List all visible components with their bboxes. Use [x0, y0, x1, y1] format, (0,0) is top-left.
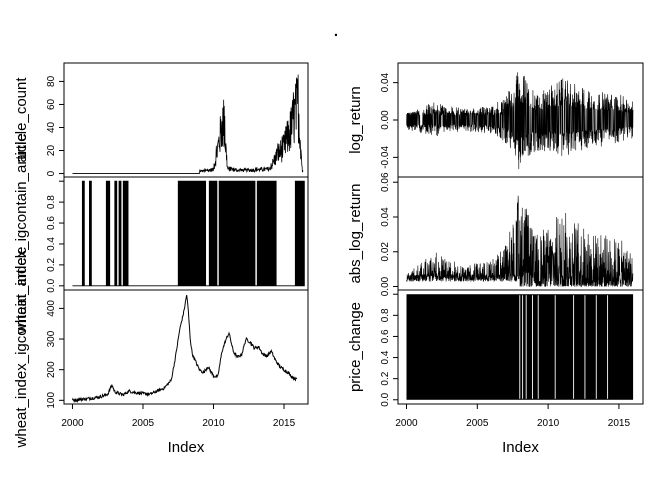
panel-5: 0.00 0.02 0.04 0.06 abs_log_return: [347, 172, 644, 296]
y-tick-label: 0.04: [380, 207, 391, 227]
panels: 0 20 40 60 80 article_count 0.0 0.2 0.4 0.6 0.8 whe…: [13, 62, 644, 456]
y-tick-label: 20: [46, 145, 57, 157]
series-line: [72, 180, 305, 287]
y-axis-label: wheat_index_igcontain_article: [13, 247, 30, 449]
panel-frame: [63, 289, 309, 405]
y-tick-label: 0.2: [380, 371, 391, 385]
y-tick-label: 80: [46, 75, 57, 87]
y-tick-label: 100: [46, 392, 57, 409]
panel-4: -0.04 0.00 0.04 log_return: [347, 62, 644, 178]
x-tick-label: 2005: [132, 418, 155, 429]
panel-frame: [63, 62, 309, 178]
y-tick-label: 0.8: [380, 308, 391, 322]
y-axis-label: article_count: [13, 77, 30, 163]
y-tick-label: 40: [46, 121, 57, 133]
y-tick-label: 0.02: [380, 242, 391, 262]
panel-3: 100 200 300 400 wheat_index_igcontain_articl…: [13, 247, 309, 456]
y-axis-label: price_change: [347, 302, 364, 392]
y-tick-label: 0.4: [46, 237, 57, 251]
series-line: [72, 74, 304, 174]
y-tick-label: 0.06: [380, 172, 391, 192]
y-tick-label: 400: [46, 300, 57, 317]
panel-6: 0.0 0.2 0.4 0.6 0.8 price_change 2000 2005 2010 2…: [347, 289, 644, 456]
y-tick-label: 0: [46, 170, 57, 176]
panel-1: 0 20 40 60 80 article_count: [13, 62, 309, 178]
series-line: [406, 72, 634, 170]
y-tick-label: 0.4: [380, 350, 391, 364]
y-tick-label: 0.2: [46, 258, 57, 272]
x-tick-label: 2015: [273, 418, 296, 429]
y-tick-label: 200: [46, 361, 57, 378]
series-line: [71, 295, 298, 403]
x-axis-label: Index: [502, 439, 539, 456]
panel-2: 0.0 0.2 0.4 0.6 0.8 wheat_index_igcontain_art…: [13, 133, 309, 335]
y-tick-label: 0.00: [380, 276, 391, 296]
y-tick-label: 0.00: [380, 110, 391, 130]
x-tick-label: 2000: [395, 418, 418, 429]
x-tick-label: 2005: [466, 418, 489, 429]
x-axis-label: Index: [168, 439, 205, 456]
y-tick-label: 0.6: [380, 329, 391, 343]
x-tick-label: 2010: [537, 418, 560, 429]
main-title: .: [334, 23, 338, 40]
y-axis-label: wheat_index_igcontain_article: [13, 133, 30, 335]
x-tick-label: 2000: [61, 418, 84, 429]
x-tick-label: 2015: [608, 418, 631, 429]
x-tick-label: 2010: [202, 418, 225, 429]
y-axis-label: abs_log_return: [347, 183, 364, 283]
series-line: [406, 195, 634, 288]
y-tick-label: 0.0: [380, 392, 391, 406]
y-tick-label: 0.0: [46, 278, 57, 292]
y-axis-label: log_return: [347, 86, 364, 154]
y-tick-label: -0.04: [380, 146, 391, 169]
y-tick-label: 300: [46, 330, 57, 347]
y-tick-label: 60: [46, 98, 57, 110]
y-tick-label: 0.8: [46, 195, 57, 209]
y-tick-label: 0.04: [380, 72, 391, 92]
y-tick-label: 0.6: [46, 216, 57, 230]
